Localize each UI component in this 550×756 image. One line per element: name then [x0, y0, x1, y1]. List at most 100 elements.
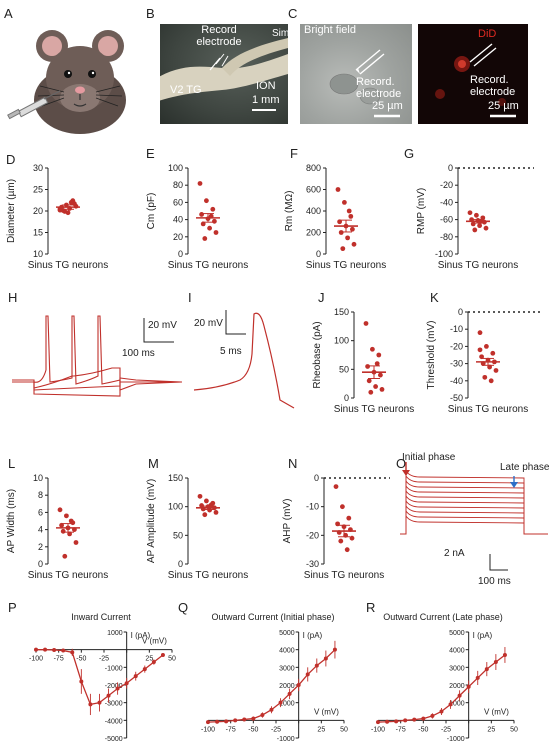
- x-axis-label: Sinus TG neurons: [306, 260, 386, 271]
- y-tick-label: 200: [306, 228, 321, 238]
- panel-label-a: A: [4, 6, 13, 21]
- data-point: [490, 350, 496, 356]
- x-axis-label: V (mV): [142, 637, 167, 646]
- current-traces: [400, 462, 548, 571]
- data-point: [470, 221, 476, 227]
- data-point: [493, 660, 498, 665]
- y-tick-label: 6: [38, 507, 43, 517]
- y-tick-label: 400: [306, 206, 321, 216]
- data-point: [502, 652, 507, 657]
- chart-ap-amplitude: 0 50 100 150 Sinus TG neurons AP Amplitude (m…: [140, 470, 270, 588]
- data-point: [207, 225, 212, 231]
- single-ap-trace: [193, 310, 295, 409]
- y-tick-label: 2: [38, 542, 43, 552]
- data-point: [370, 346, 375, 352]
- data-point: [482, 374, 488, 380]
- y-axis-label: Diameter (µm): [6, 179, 17, 243]
- y-axis-label: Cm (pF): [146, 193, 157, 230]
- syringe-icon: [7, 90, 61, 120]
- x-tick-label: -25: [99, 656, 109, 663]
- y-tick-label: 20: [33, 206, 43, 216]
- y-axis-label: RMP (mV): [416, 188, 427, 234]
- data-point: [394, 719, 399, 724]
- y-tick-label: -30: [306, 559, 319, 569]
- data-point: [374, 361, 380, 366]
- o-scale-t: 100 ms: [478, 576, 511, 587]
- data-point: [472, 227, 478, 233]
- data-point: [376, 720, 380, 725]
- data-point: [345, 235, 350, 241]
- panel-label-b: B: [146, 6, 155, 21]
- y-tick-label: -1000: [277, 736, 295, 743]
- data-point: [346, 515, 352, 521]
- data-point: [368, 389, 374, 395]
- bright-field-image: Bright field Record. electrode 25 µm: [300, 24, 412, 124]
- y-tick-label: 80: [173, 180, 183, 190]
- y-tick-label: 1000: [107, 630, 123, 637]
- x-axis-label: Sinus TG neurons: [168, 570, 248, 581]
- chart-threshold: 0 -10 -20 -30 -40 -50 Sinus TG neurons Threshol…: [420, 304, 548, 422]
- data-point: [338, 230, 344, 235]
- y-tick-label: -50: [450, 393, 463, 403]
- data-point: [67, 531, 72, 537]
- data-point: [59, 522, 64, 528]
- chart-inward-current: Inward Current -100 -75 -50 -25 25 50 1000 -1000…: [28, 610, 178, 750]
- chart-outward-late: Outward Current (Late phase) -100 -75 -50 -2…: [370, 610, 520, 750]
- initial-phase-label: Initial phase: [402, 452, 456, 463]
- data-point: [342, 200, 347, 205]
- y-tick-label: 150: [334, 307, 349, 317]
- i-scale-t: 5 ms: [220, 346, 242, 357]
- y-tick-label: 5000: [449, 630, 465, 637]
- y-tick-label: -20: [450, 341, 463, 351]
- data-point: [365, 364, 370, 369]
- chart-diameter: 10 15 20 25 30 Sinus TG neurons Diameter (µm): [0, 160, 130, 278]
- data-point: [202, 236, 208, 241]
- data-point: [305, 672, 310, 677]
- y-axis-label: Rheobase (pA): [312, 321, 323, 388]
- data-point: [278, 700, 283, 705]
- data-point: [350, 226, 355, 232]
- ion-label: ION: [256, 80, 276, 92]
- x-axis-label: Sinus TG neurons: [448, 404, 528, 415]
- data-point: [210, 206, 216, 212]
- o-scale-i: 2 nA: [444, 548, 465, 559]
- data-point: [62, 553, 68, 559]
- current-trace: [400, 494, 548, 535]
- data-point: [466, 684, 471, 689]
- panel-label-d: D: [6, 152, 16, 167]
- data-point: [378, 372, 383, 378]
- data-point: [340, 246, 346, 252]
- data-point: [349, 535, 355, 541]
- x-tick-label: -100: [201, 726, 215, 733]
- x-tick-label: 50: [510, 726, 518, 733]
- data-point: [43, 647, 48, 652]
- initial-phase-arrow-icon: [402, 462, 410, 476]
- y-tick-label: 0: [178, 249, 183, 259]
- y-tick-label: 2000: [449, 683, 465, 690]
- chart-rmp: 0 -20 -40 -60 -80 -100 Sinus TG neurons RMP (mV…: [410, 160, 540, 278]
- data-point: [332, 647, 337, 652]
- h-scale-v: 20 mV: [148, 320, 177, 331]
- did-label: DiD: [478, 28, 497, 40]
- data-point: [323, 656, 328, 661]
- y-tick-label: 0: [448, 163, 453, 173]
- data-point: [199, 212, 204, 217]
- x-axis-label: Sinus TG neurons: [334, 404, 414, 415]
- bright-field-label: Bright field: [304, 24, 356, 36]
- y-tick-label: -20: [306, 530, 319, 540]
- data-point: [68, 200, 74, 205]
- y-axis-label: AP Width (ms): [6, 489, 17, 553]
- y-axis-label: AP Amplitude (mV): [146, 479, 157, 563]
- data-point: [340, 504, 345, 510]
- h-scale-t: 100 ms: [122, 348, 155, 359]
- data-point: [412, 717, 417, 722]
- y-tick-label: 8: [38, 490, 43, 500]
- y-tick-label: -80: [440, 232, 453, 242]
- data-point: [202, 512, 208, 518]
- data-point: [242, 717, 247, 722]
- data-point: [421, 716, 426, 721]
- y-axis-label: Threshold (mV): [426, 321, 437, 390]
- record-electrode-label: Record electrode: [196, 24, 242, 48]
- y-tick-label: 50: [173, 530, 183, 540]
- late-phase-arrow-icon: [510, 476, 518, 488]
